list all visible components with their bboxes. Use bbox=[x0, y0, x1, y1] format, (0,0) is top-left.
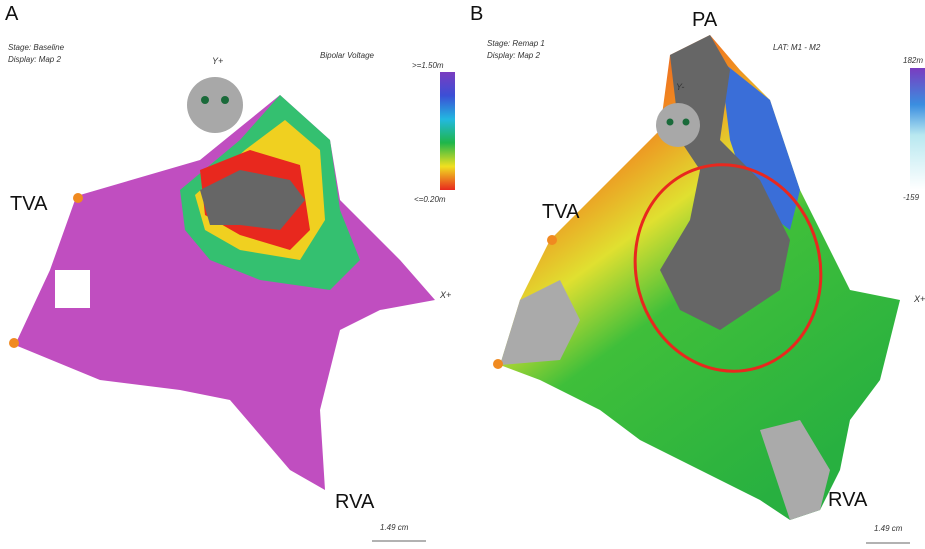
stage: Stage: Remap 1 bbox=[487, 39, 545, 48]
dot bbox=[683, 119, 690, 126]
axis-label: X+ bbox=[439, 290, 451, 300]
dot bbox=[667, 119, 674, 126]
panel-a: A Stage: Baseline Display: Map 2 Y+ Bipo… bbox=[5, 3, 455, 541]
orange-tag bbox=[73, 193, 83, 203]
map-title: Bipolar Voltage bbox=[320, 51, 375, 60]
orange-tag bbox=[9, 338, 19, 348]
dot bbox=[221, 96, 229, 104]
legend-min: -159 bbox=[903, 193, 920, 202]
orange-tag bbox=[493, 359, 503, 369]
rva-label: RVA bbox=[828, 489, 868, 511]
display: Display: Map 2 bbox=[8, 55, 61, 64]
rva-label: RVA bbox=[335, 491, 375, 513]
tva-label: TVA bbox=[542, 201, 580, 223]
legend-bar bbox=[910, 68, 925, 190]
panel-b: B Stage: Remap 1 Display: Map 2 PA Y- LA… bbox=[470, 3, 925, 543]
panel-letter: B bbox=[470, 3, 483, 25]
axis-label: X+ bbox=[913, 294, 925, 304]
figure: A Stage: Baseline Display: Map 2 Y+ Bipo… bbox=[0, 0, 925, 549]
valve-marker bbox=[656, 103, 700, 147]
legend-min: <=0.20m bbox=[414, 195, 446, 204]
display: Display: Map 2 bbox=[487, 51, 540, 60]
scale-label: 1.49 cm bbox=[874, 524, 903, 533]
orange-tag bbox=[547, 235, 557, 245]
legend-max: >=1.50m bbox=[412, 61, 444, 70]
scale-label: 1.49 cm bbox=[380, 523, 409, 532]
pa-label: PA bbox=[692, 9, 718, 31]
valve-marker bbox=[187, 77, 243, 133]
legend-bar bbox=[440, 72, 455, 190]
axis-label: Y- bbox=[676, 82, 684, 92]
map-title: LAT: M1 - M2 bbox=[773, 43, 821, 52]
dot bbox=[201, 96, 209, 104]
axis-label: Y+ bbox=[212, 56, 223, 66]
stage: Stage: Baseline bbox=[8, 43, 65, 52]
tva-label: TVA bbox=[10, 193, 48, 215]
panel-letter: A bbox=[5, 3, 19, 25]
hole bbox=[55, 270, 90, 308]
legend-max: 182m bbox=[903, 56, 923, 65]
